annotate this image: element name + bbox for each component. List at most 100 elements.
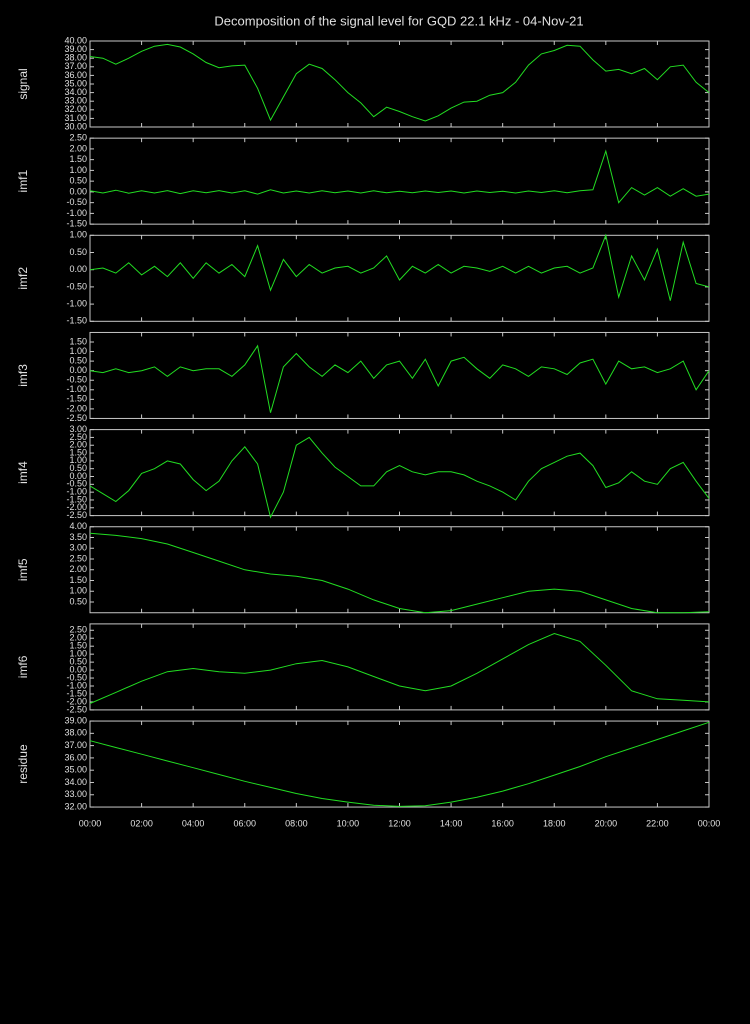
x-tick-label: 08:00 — [285, 818, 308, 828]
x-tick-label: 06:00 — [233, 818, 256, 828]
y-tick-label: 31.00 — [64, 113, 87, 123]
x-tick-label: 20:00 — [595, 818, 618, 828]
y-tick-label: 2.00 — [69, 564, 87, 574]
y-tick-label: -1.00 — [66, 487, 87, 497]
y-tick-label: 39.00 — [64, 44, 87, 54]
y-tick-label: 2.50 — [69, 553, 87, 563]
y-tick-label: -1.50 — [66, 316, 87, 326]
y-tick-label: -1.00 — [66, 384, 87, 394]
y-tick-label: 2.00 — [69, 633, 87, 643]
signal-line — [89, 532, 710, 614]
y-tick-label: 34.00 — [64, 777, 87, 787]
y-tick-label: -1.50 — [66, 494, 87, 504]
y-tick-label: -0.50 — [66, 672, 87, 682]
y-axis-label: imf5 — [16, 558, 30, 581]
y-tick-label: -0.50 — [66, 281, 87, 291]
y-tick-label: 2.50 — [69, 432, 87, 442]
y-tick-label: -0.50 — [66, 479, 87, 489]
x-tick-label: 04:00 — [182, 818, 205, 828]
y-tick-label: 0.50 — [69, 355, 87, 365]
x-tick-label: 18:00 — [543, 818, 566, 828]
y-tick-label: 1.50 — [69, 336, 87, 346]
y-tick-label: -2.00 — [66, 502, 87, 512]
y-tick-label: -2.00 — [66, 403, 87, 413]
y-axis-label: imf4 — [16, 461, 30, 484]
signal-line — [89, 436, 710, 519]
y-tick-label: -2.50 — [66, 413, 87, 423]
y-axis-label: imf2 — [16, 267, 30, 290]
y-axis-label: imf3 — [16, 364, 30, 387]
x-tick-label: 14:00 — [440, 818, 463, 828]
y-tick-label: 34.00 — [64, 87, 87, 97]
y-tick-label: 2.00 — [69, 143, 87, 153]
y-tick-label: 4.00 — [69, 521, 87, 531]
signal-line — [89, 344, 710, 413]
y-tick-label: 38.00 — [64, 53, 87, 63]
y-tick-label: 3.50 — [69, 532, 87, 542]
signal-line — [89, 721, 710, 807]
y-tick-label: 1.50 — [69, 641, 87, 651]
y-tick-label: 1.00 — [69, 649, 87, 659]
y-tick-label: -2.50 — [66, 704, 87, 714]
y-tick-label: 35.00 — [64, 765, 87, 775]
y-tick-label: 1.50 — [69, 154, 87, 164]
y-axis-label: imf6 — [16, 655, 30, 678]
y-tick-label: 1.00 — [69, 455, 87, 465]
x-tick-label: 00:00 — [698, 818, 721, 828]
y-tick-label: 33.00 — [64, 96, 87, 106]
y-tick-label: 39.00 — [64, 715, 87, 725]
y-tick-label: 0.00 — [69, 264, 87, 274]
y-tick-label: 3.00 — [69, 424, 87, 434]
y-tick-label: 1.00 — [69, 230, 87, 240]
y-tick-label: 36.00 — [64, 70, 87, 80]
x-tick-label: 00:00 — [79, 818, 102, 828]
y-tick-label: 36.00 — [64, 752, 87, 762]
y-axis-label: signal — [16, 68, 30, 99]
y-tick-label: 0.50 — [69, 247, 87, 257]
y-tick-label: 0.50 — [69, 656, 87, 666]
y-tick-label: -1.50 — [66, 688, 87, 698]
signal-line — [89, 149, 710, 204]
y-tick-label: 2.50 — [69, 625, 87, 635]
x-tick-label: 16:00 — [491, 818, 514, 828]
y-tick-label: -1.00 — [66, 208, 87, 218]
y-tick-label: -1.00 — [66, 298, 87, 308]
x-tick-label: 10:00 — [337, 818, 360, 828]
y-tick-label: 3.00 — [69, 543, 87, 553]
y-tick-label: 32.00 — [64, 801, 87, 811]
y-tick-label: 0.00 — [69, 186, 87, 196]
y-tick-label: 2.50 — [69, 133, 87, 143]
y-tick-label: 37.00 — [64, 740, 87, 750]
y-tick-label: 1.50 — [69, 575, 87, 585]
y-tick-label: -0.50 — [66, 375, 87, 385]
y-tick-label: 1.00 — [69, 346, 87, 356]
y-tick-label: 0.50 — [69, 463, 87, 473]
signal-line — [89, 43, 710, 122]
y-tick-label: -2.00 — [66, 696, 87, 706]
chart-title: Decomposition of the signal level for GQ… — [214, 13, 583, 28]
y-axis-label: imf1 — [16, 169, 30, 192]
y-tick-label: 0.50 — [69, 176, 87, 186]
y-tick-label: 2.00 — [69, 440, 87, 450]
y-tick-label: -1.50 — [66, 394, 87, 404]
y-tick-label: 0.00 — [69, 365, 87, 375]
y-tick-label: 38.00 — [64, 728, 87, 738]
y-axis-label: residue — [16, 744, 30, 784]
signal-line — [89, 632, 710, 704]
y-tick-label: 32.00 — [64, 104, 87, 114]
y-tick-label: 0.00 — [69, 471, 87, 481]
x-tick-label: 12:00 — [388, 818, 411, 828]
y-tick-label: -2.50 — [66, 510, 87, 520]
y-tick-label: 40.00 — [64, 35, 87, 45]
y-tick-label: 1.50 — [69, 447, 87, 457]
y-tick-label: 1.00 — [69, 165, 87, 175]
y-tick-label: 35.00 — [64, 78, 87, 88]
y-tick-label: -0.50 — [66, 197, 87, 207]
y-tick-label: 33.00 — [64, 789, 87, 799]
y-tick-label: -1.00 — [66, 680, 87, 690]
x-tick-label: 22:00 — [646, 818, 669, 828]
y-tick-label: 30.00 — [64, 121, 87, 131]
